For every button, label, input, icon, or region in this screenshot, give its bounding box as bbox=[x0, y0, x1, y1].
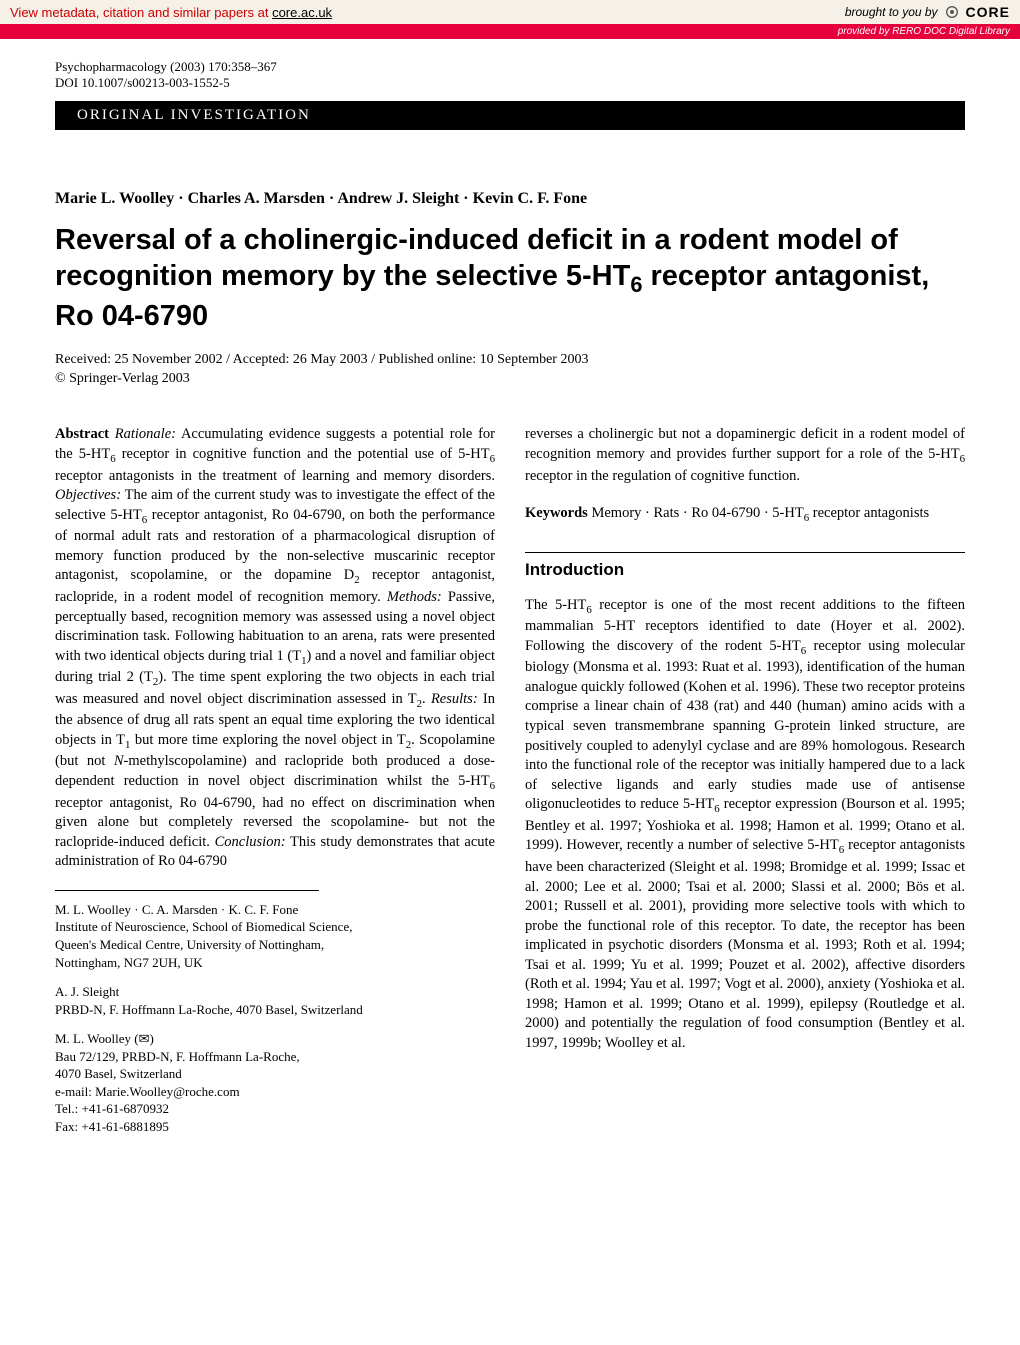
section-label: ORIGINAL INVESTIGATION bbox=[71, 107, 317, 124]
keywords-text: Memory · Rats · Ro 04-6790 · 5-HT6 recep… bbox=[588, 505, 929, 521]
core-brought-by: brought to you by bbox=[845, 5, 938, 19]
journal-info: Psychopharmacology (2003) 170:358–367 DO… bbox=[55, 59, 965, 91]
section-banner: ORIGINAL INVESTIGATION bbox=[55, 101, 965, 130]
keywords-label: Keywords bbox=[525, 505, 588, 521]
abstract-continuation: reverses a cholinergic but not a dopamin… bbox=[525, 425, 965, 486]
provided-by-bar: provided by RERO DOC Digital Library bbox=[0, 24, 1020, 39]
affil3-tel: Tel.: +41-61-6870932 bbox=[55, 1100, 495, 1118]
affil3-line1: Bau 72/129, PRBD-N, F. Hoffmann La-Roche… bbox=[55, 1048, 495, 1066]
article-dates: Received: 25 November 2002 / Accepted: 2… bbox=[55, 352, 965, 368]
right-column: reverses a cholinergic but not a dopamin… bbox=[525, 425, 965, 1147]
copyright: © Springer-Verlag 2003 bbox=[55, 371, 965, 387]
authors-line: Marie L. Woolley · Charles A. Marsden · … bbox=[55, 190, 965, 208]
core-banner-right: brought to you by CORE bbox=[845, 4, 1010, 20]
core-banner-left: View metadata, citation and similar pape… bbox=[10, 5, 332, 20]
affiliation-block-3: M. L. Woolley (✉) Bau 72/129, PRBD-N, F.… bbox=[55, 1030, 495, 1135]
article-title: Reversal of a cholinergic-induced defici… bbox=[55, 222, 965, 334]
affil3-fax: Fax: +41-61-6881895 bbox=[55, 1118, 495, 1136]
core-banner-prefix: View metadata, citation and similar pape… bbox=[10, 5, 272, 20]
abstract-label: Abstract bbox=[55, 426, 109, 442]
page-content: Psychopharmacology (2003) 170:358–367 DO… bbox=[0, 39, 1020, 1167]
affil3-names: M. L. Woolley (✉) bbox=[55, 1030, 495, 1048]
core-logo-text: CORE bbox=[966, 4, 1010, 20]
affiliation-block-1: M. L. Woolley · C. A. Marsden · K. C. F.… bbox=[55, 901, 495, 971]
affiliation-separator bbox=[55, 890, 319, 891]
affil2-line1: PRBD-N, F. Hoffmann La-Roche, 4070 Basel… bbox=[55, 1001, 495, 1019]
affil1-line3: Nottingham, NG7 2UH, UK bbox=[55, 954, 495, 972]
affil1-names: M. L. Woolley · C. A. Marsden · K. C. F.… bbox=[55, 901, 495, 919]
affil2-names: A. J. Sleight bbox=[55, 983, 495, 1001]
core-link[interactable]: core.ac.uk bbox=[272, 5, 332, 20]
core-metadata-banner: View metadata, citation and similar pape… bbox=[0, 0, 1020, 24]
journal-citation: Psychopharmacology (2003) 170:358–367 bbox=[55, 59, 965, 75]
abstract-paragraph: Abstract Rationale: Accumulating evidenc… bbox=[55, 425, 495, 871]
introduction-body: The 5-HT6 receptor is one of the most re… bbox=[525, 596, 965, 1054]
introduction-heading: Introduction bbox=[525, 552, 965, 582]
provided-by-text: provided by RERO DOC Digital Library bbox=[838, 26, 1010, 37]
affil3-line2: 4070 Basel, Switzerland bbox=[55, 1065, 495, 1083]
journal-doi: DOI 10.1007/s00213-003-1552-5 bbox=[55, 75, 965, 91]
affil1-line2: Queen's Medical Centre, University of No… bbox=[55, 936, 495, 954]
abstract-body: Rationale: Accumulating evidence suggest… bbox=[55, 426, 495, 869]
affil3-email: e-mail: Marie.Woolley@roche.com bbox=[55, 1083, 495, 1101]
two-column-layout: Abstract Rationale: Accumulating evidenc… bbox=[55, 425, 965, 1147]
left-column: Abstract Rationale: Accumulating evidenc… bbox=[55, 425, 495, 1147]
core-logo-icon bbox=[944, 4, 960, 20]
affiliation-block-2: A. J. Sleight PRBD-N, F. Hoffmann La-Roc… bbox=[55, 983, 495, 1018]
keywords-paragraph: Keywords Memory · Rats · Ro 04-6790 · 5-… bbox=[525, 504, 965, 526]
affil1-line1: Institute of Neuroscience, School of Bio… bbox=[55, 918, 495, 936]
